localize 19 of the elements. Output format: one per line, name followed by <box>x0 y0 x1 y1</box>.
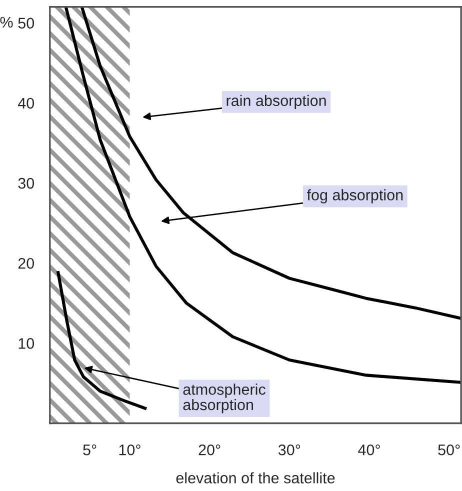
y-tick-label: 30 <box>18 178 34 189</box>
y-tick-label: 50 <box>18 18 34 29</box>
x-tick-label: 50° <box>438 444 460 456</box>
x-tick-label: 30° <box>278 444 300 456</box>
annotation: rain absorption <box>226 94 326 110</box>
x-tick-label: 40° <box>358 444 380 456</box>
y-axis-title: % <box>0 16 13 28</box>
y-tick-label: 20 <box>18 258 34 269</box>
line-series <box>64 6 462 384</box>
y-tick-label: 40 <box>18 98 34 109</box>
x-tick-label: 10° <box>119 444 140 456</box>
x-tick-label: 20° <box>198 444 220 456</box>
x-axis-title: elevation of the satellite <box>176 472 335 484</box>
annotation: atmospheric absorption <box>183 384 266 414</box>
line-series <box>56 270 148 410</box>
line-series <box>80 6 462 320</box>
annotation: fog absorption <box>306 189 403 204</box>
x-tick-label: 5° <box>83 444 96 456</box>
y-tick-label: 10 <box>18 338 34 349</box>
